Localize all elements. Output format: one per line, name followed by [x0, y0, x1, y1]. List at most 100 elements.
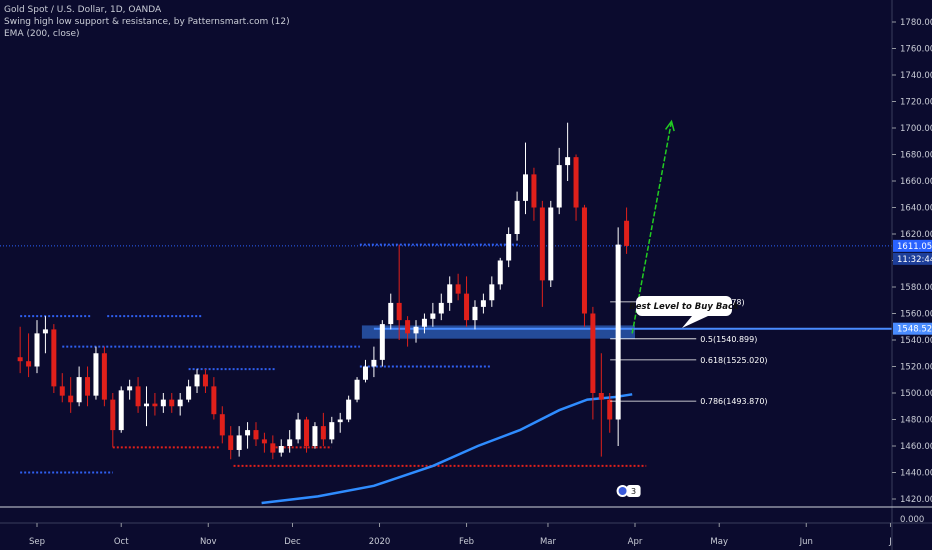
- candle: [194, 369, 200, 393]
- candle-body: [219, 414, 225, 436]
- candle: [152, 393, 158, 416]
- candle-body: [464, 293, 470, 321]
- candle: [101, 346, 107, 407]
- fib-level-label: 0.618(1525.020): [700, 356, 767, 365]
- candle: [304, 416, 310, 453]
- ema-200-line: [261, 393, 633, 505]
- buy-zone-layer: [361, 325, 892, 339]
- x-tick-label: J: [888, 537, 892, 547]
- x-tick-label: Dec: [284, 537, 301, 547]
- zone-price-tag-bg: [893, 322, 932, 335]
- legend-symbol-title[interactable]: Gold Spot / U.S. Dollar, 1D, OANDA: [4, 5, 162, 15]
- candle: [42, 316, 48, 354]
- candle-body: [160, 399, 166, 407]
- x-tick-label: 2020: [369, 537, 391, 547]
- current-price-tag: 1611.050: [897, 242, 932, 252]
- candle: [51, 324, 57, 393]
- y-tick-label: 1580.000: [900, 283, 932, 293]
- candle-body: [337, 419, 343, 423]
- candle-body: [565, 157, 571, 166]
- y-tick-label: 1420.000: [900, 495, 932, 505]
- candle-body: [202, 374, 208, 387]
- candle-body: [598, 393, 604, 400]
- candle: [228, 426, 234, 460]
- candle-body: [514, 200, 520, 234]
- countdown-tag: 11:32:44: [897, 255, 932, 265]
- candle: [346, 395, 352, 423]
- candle-body: [531, 174, 537, 208]
- candle: [295, 412, 301, 444]
- candle: [480, 293, 486, 314]
- candle: [169, 393, 175, 413]
- candle: [127, 379, 133, 400]
- candle: [388, 293, 394, 330]
- callout-label: Best Level to Buy Back: [629, 302, 740, 312]
- candle: [556, 147, 562, 215]
- candle: [581, 204, 587, 327]
- candle: [379, 320, 385, 367]
- candle-body: [127, 386, 133, 391]
- candle-body: [51, 329, 57, 387]
- candle-body: [253, 430, 259, 440]
- candle-body: [143, 403, 149, 407]
- candle-body: [388, 302, 394, 325]
- candle-body: [76, 377, 82, 403]
- candle-body: [438, 302, 444, 314]
- candle: [177, 393, 183, 416]
- candle-body: [26, 361, 32, 367]
- candle: [68, 377, 74, 413]
- event-badge: [626, 485, 641, 497]
- legend-indicator-ema[interactable]: EMA (200, close): [4, 29, 80, 39]
- candle: [85, 366, 91, 407]
- candle: [598, 353, 604, 457]
- candle: [421, 313, 427, 334]
- callout-pointer: [682, 316, 708, 328]
- candle: [354, 377, 360, 403]
- candle-body: [101, 353, 107, 400]
- candle: [93, 346, 99, 400]
- candle: [607, 393, 613, 433]
- candle-body: [329, 422, 335, 440]
- candle: [245, 422, 251, 449]
- candle-body: [304, 419, 310, 446]
- candle-body: [68, 395, 74, 403]
- legend-indicator-swing[interactable]: Swing high low support & resistance, by …: [4, 17, 290, 27]
- candle: [497, 257, 503, 290]
- candle: [539, 200, 545, 307]
- candle: [413, 320, 419, 343]
- candle: [118, 386, 124, 433]
- y-tick-label: 1620.000: [900, 230, 932, 240]
- candle: [455, 273, 461, 301]
- x-tick-label: Oct: [114, 537, 129, 547]
- candle-body: [228, 435, 234, 450]
- candle: [489, 276, 495, 307]
- candle: [531, 167, 537, 221]
- candle: [17, 326, 23, 374]
- candle: [565, 122, 571, 181]
- y-tick-label: 1680.000: [900, 151, 932, 161]
- x-tick-label: Mar: [540, 537, 557, 547]
- candle-body: [354, 379, 360, 400]
- chart-legend: Gold Spot / U.S. Dollar, 1D, OANDA Swing…: [4, 4, 290, 40]
- zone-price-tag: 1548.525: [897, 325, 932, 335]
- candle-body: [430, 313, 436, 319]
- candle-body: [447, 284, 453, 303]
- current-price-tag-bg: [893, 239, 932, 252]
- candle-body: [539, 207, 545, 281]
- candle: [514, 191, 520, 241]
- event-flag-inner: [618, 487, 627, 495]
- y-tick-label: 1780.000: [900, 18, 932, 28]
- candles: [17, 122, 630, 460]
- candle-body: [581, 207, 587, 314]
- candle-body: [607, 399, 613, 420]
- candle: [371, 346, 377, 378]
- candle-body: [472, 306, 478, 321]
- candle-body: [93, 353, 99, 396]
- candle-body: [118, 390, 124, 431]
- candle-body: [278, 446, 284, 453]
- candle: [573, 154, 579, 221]
- candle-body: [186, 386, 192, 400]
- candle-body: [152, 403, 158, 407]
